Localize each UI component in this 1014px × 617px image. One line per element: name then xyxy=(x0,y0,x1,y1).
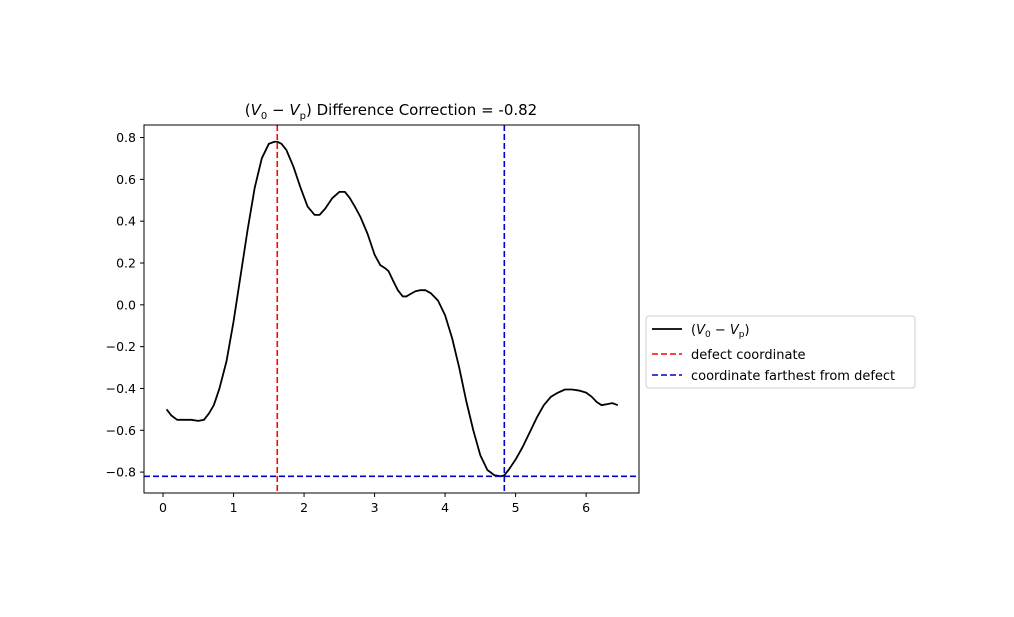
x-tick-label: 5 xyxy=(512,500,520,515)
legend-label-farthest: coordinate farthest from defect xyxy=(691,369,895,384)
title-minus: − xyxy=(267,101,289,119)
x-tick-label: 2 xyxy=(300,500,308,515)
title-vp-sub: p xyxy=(300,111,306,122)
y-tick-label: 0.2 xyxy=(116,256,136,271)
x-tick-label: 1 xyxy=(230,500,238,515)
x-tick-label: 6 xyxy=(582,500,590,515)
x-tick-label: 4 xyxy=(441,500,449,515)
x-tick-label: 0 xyxy=(159,500,167,515)
y-tick-label: −0.6 xyxy=(106,423,136,438)
title-v0: V xyxy=(251,101,263,119)
legend-box xyxy=(645,315,916,389)
y-tick-label: −0.8 xyxy=(106,465,136,480)
x-axis: 0 1 2 3 4 5 6 xyxy=(159,493,590,515)
y-tick-label: 0.8 xyxy=(116,130,136,145)
x-tick-label: 3 xyxy=(371,500,379,515)
y-axis: 0.8 0.6 0.4 0.2 0.0 −0.2 −0.4 −0.6 −0.8 xyxy=(106,130,144,480)
legend-label-defect: defect coordinate xyxy=(691,348,806,363)
y-tick-label: 0.6 xyxy=(116,172,136,187)
title-open-paren: ( xyxy=(245,101,251,119)
plot-area xyxy=(144,125,639,493)
title-rest: Difference Correction = -0.82 xyxy=(317,101,538,119)
axes-frame xyxy=(143,124,640,494)
legend-label-series: (V0 − Vp) xyxy=(691,323,750,340)
title-v0-sub: 0 xyxy=(261,111,267,122)
y-tick-label: 0.0 xyxy=(116,297,136,312)
y-tick-label: 0.4 xyxy=(116,214,136,229)
title-vp: V xyxy=(289,101,301,119)
y-tick-label: −0.4 xyxy=(106,381,136,396)
y-tick-label: −0.2 xyxy=(106,339,136,354)
title-close-paren: ) xyxy=(306,101,317,119)
series-line xyxy=(165,140,619,478)
chart-title: (V0 − Vp) Difference Correction = -0.82 xyxy=(245,101,537,122)
legend: (V0 − Vp) defect coordinate coordinate f… xyxy=(645,315,916,389)
